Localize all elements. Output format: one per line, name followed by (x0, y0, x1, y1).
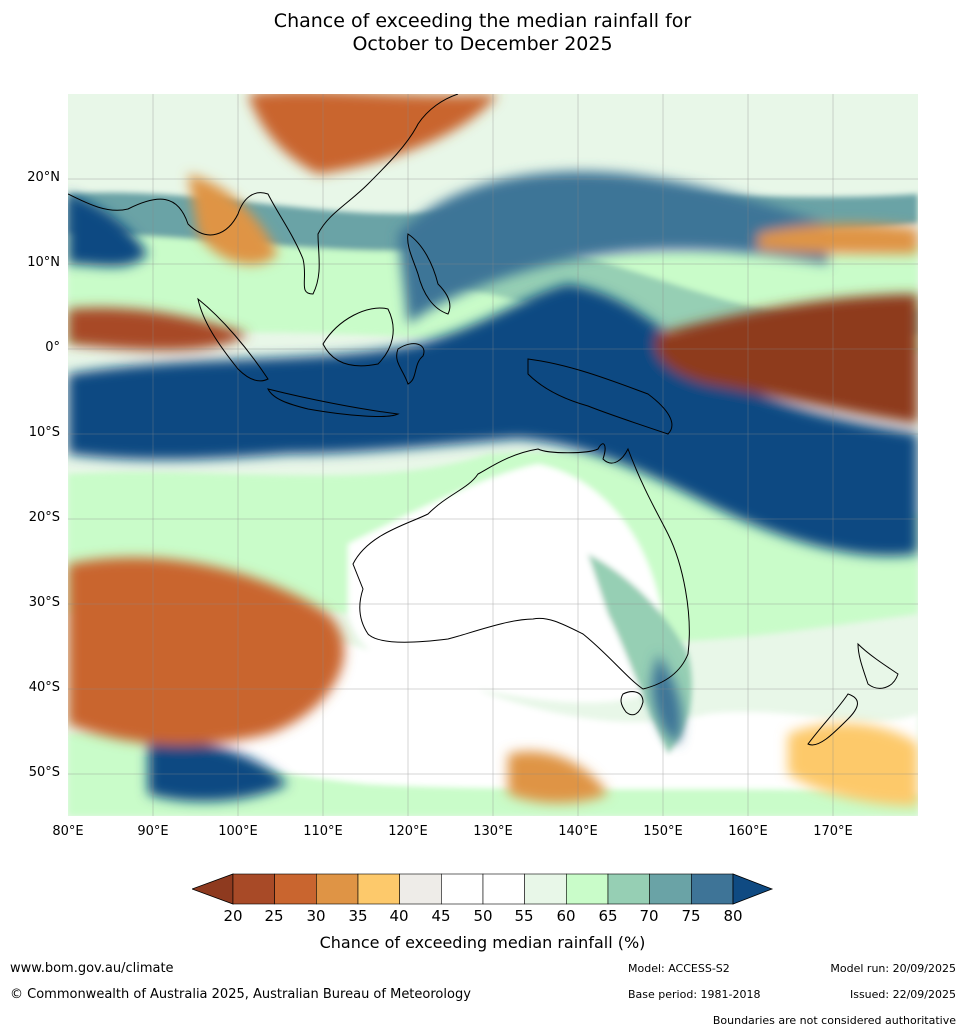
website-link[interactable]: www.bom.gov.au/climate (10, 961, 174, 976)
field-brown-indian (68, 307, 248, 351)
colorbar-cell (607, 873, 650, 905)
field-orange-south (508, 751, 608, 803)
model-text: Model: ACCESS-S2 (628, 962, 730, 975)
model-run-text: Model run: 20/09/2025 (830, 962, 956, 975)
lon-label-90e: 90°E (137, 824, 169, 839)
map-canvas (68, 94, 918, 816)
colorbar-tick-65: 65 (598, 907, 618, 925)
lon-label-80e: 80°E (52, 824, 84, 839)
field-brown-pacific (655, 294, 918, 424)
colorbar-tick-60: 60 (556, 907, 576, 925)
colorbar-tick-70: 70 (639, 907, 659, 925)
graticule (68, 94, 918, 816)
colorbar-tick-75: 75 (681, 907, 701, 925)
lat-label-10s: 10°S (28, 425, 60, 440)
lat-label-20s: 20°S (28, 510, 60, 525)
coastline-java (267, 388, 400, 417)
field-yellow-southeast (788, 723, 918, 806)
field-blue-tasmania (651, 654, 682, 744)
lat-label-50s: 50°S (28, 765, 60, 780)
colorbar-cell (691, 873, 734, 905)
lon-label-120e: 120°E (388, 824, 428, 839)
title-line-1: Chance of exceeding the median rainfall … (273, 10, 692, 32)
lon-label-140e: 140°E (558, 824, 598, 839)
coastline-australia (352, 443, 690, 690)
colorbar-tick-55: 55 (514, 907, 534, 925)
colorbar-tick-45: 45 (431, 907, 451, 925)
colorbar-cell (316, 873, 359, 905)
field-brown-southern-indian (68, 557, 345, 745)
lat-label-40s: 40°S (28, 680, 60, 695)
coastline-sulawesi (396, 343, 425, 385)
field-brown-china (248, 94, 498, 174)
colorbar (192, 873, 774, 905)
disclaimer-text: Boundaries are not considered authoritat… (712, 1014, 956, 1027)
coastline-new-zealand (807, 642, 899, 746)
issued-text: Issued: 22/09/2025 (849, 988, 956, 1001)
coastline-sumatra (197, 297, 269, 382)
colorbar-tick-25: 25 (264, 907, 284, 925)
colorbar-tick-40: 40 (389, 907, 409, 925)
colorbar-cell (232, 873, 275, 905)
lon-label-100e: 100°E (218, 824, 258, 839)
base-period-text: Base period: 1981-2018 (628, 988, 761, 1001)
lon-label-110e: 110°E (303, 824, 343, 839)
coastline-asia (68, 94, 459, 295)
copyright-text: © Commonwealth of Australia 2025, Austra… (10, 987, 471, 1002)
colorbar-cell (482, 873, 525, 905)
colorbar-cell (399, 873, 442, 905)
colorbar-cells (232, 873, 734, 905)
coastline-borneo (322, 307, 394, 367)
colorbar-under-arrow (192, 873, 234, 905)
field-orange-northpacific (758, 224, 918, 254)
coastline-new-guinea (527, 358, 673, 435)
field-orange-indochina (188, 174, 278, 265)
colorbar-cell (357, 873, 400, 905)
coastline-philippines (407, 233, 451, 315)
colorbar-cell (441, 873, 484, 905)
title-line-2: October to December 2025 (352, 33, 613, 55)
rainfall-wet-fields (68, 94, 918, 806)
colorbar-cell (566, 873, 609, 905)
field-blue-north (398, 171, 828, 324)
colorbar-tick-80: 80 (723, 907, 743, 925)
colorbar-tick-30: 30 (306, 907, 326, 925)
coastline-tasmania (620, 691, 644, 716)
lon-label-160e: 160°E (728, 824, 768, 839)
coastlines (68, 94, 899, 746)
colorbar-label: Chance of exceeding median rainfall (%) (319, 933, 646, 952)
colorbar-over-arrow (732, 873, 774, 905)
lat-label-20n: 20°N (27, 170, 60, 185)
chart-title: Chance of exceeding the median rainfall … (0, 10, 965, 56)
field-blue-west (68, 194, 148, 267)
lon-label-150e: 150°E (643, 824, 683, 839)
colorbar-cell (524, 873, 567, 905)
field-white-australia (348, 464, 663, 703)
lon-label-170e: 170°E (813, 824, 853, 839)
rainfall-map (68, 94, 918, 816)
colorbar-cell (649, 873, 692, 905)
colorbar-tick-50: 50 (473, 907, 493, 925)
colorbar-cell (274, 873, 317, 905)
lon-label-130e: 130°E (473, 824, 513, 839)
lat-label-10n: 10°N (27, 255, 60, 270)
lat-label-0: 0° (45, 340, 60, 355)
colorbar-tick-20: 20 (223, 907, 243, 925)
colorbar-tick-35: 35 (348, 907, 368, 925)
field-blue-southwest (148, 741, 288, 802)
lat-label-30s: 30°S (28, 595, 60, 610)
